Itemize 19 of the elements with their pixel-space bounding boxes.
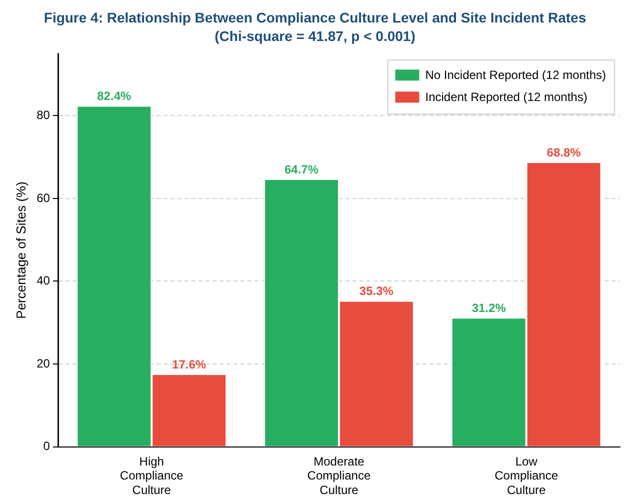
y-tick-label: 60 [36, 190, 50, 205]
data-label: 35.3% [359, 284, 394, 298]
legend-label: Incident Reported (12 months) [425, 90, 588, 104]
data-label: 82.4% [97, 89, 132, 104]
chart-subtitle: (Chi-square = 41.87, p < 0.001) [214, 28, 416, 44]
data-label: 17.6% [172, 357, 206, 372]
y-tick-label: 80 [36, 108, 50, 122]
y-tick-label: 40 [36, 274, 50, 288]
y-tick-label: 0 [43, 439, 50, 454]
y-tick-label: 20 [36, 356, 50, 370]
data-label: 64.7% [284, 162, 319, 176]
legend-label: No Incident Reported (12 months) [425, 68, 606, 82]
y-axis-title: Percentage of Sites (%) [13, 182, 28, 319]
data-label: 68.8% [546, 145, 582, 160]
x-tick-label: High Compliance Culture [120, 454, 184, 498]
x-tick-label: Low Compliance Culture [494, 454, 558, 498]
x-tick-label: Moderate Compliance Culture [307, 454, 371, 498]
data-label: 31.2% [472, 300, 506, 315]
chart-title: Figure 4: Relationship Between Compliance Culture Level and Site Incident Rates [44, 9, 586, 26]
